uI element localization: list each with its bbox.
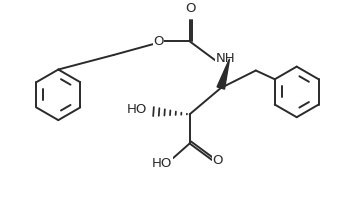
Text: O: O (153, 35, 164, 48)
Text: HO: HO (152, 157, 173, 170)
Text: HO: HO (127, 103, 147, 116)
Text: O: O (213, 154, 223, 167)
Polygon shape (217, 59, 229, 89)
Text: NH: NH (216, 52, 235, 65)
Text: O: O (185, 2, 196, 15)
